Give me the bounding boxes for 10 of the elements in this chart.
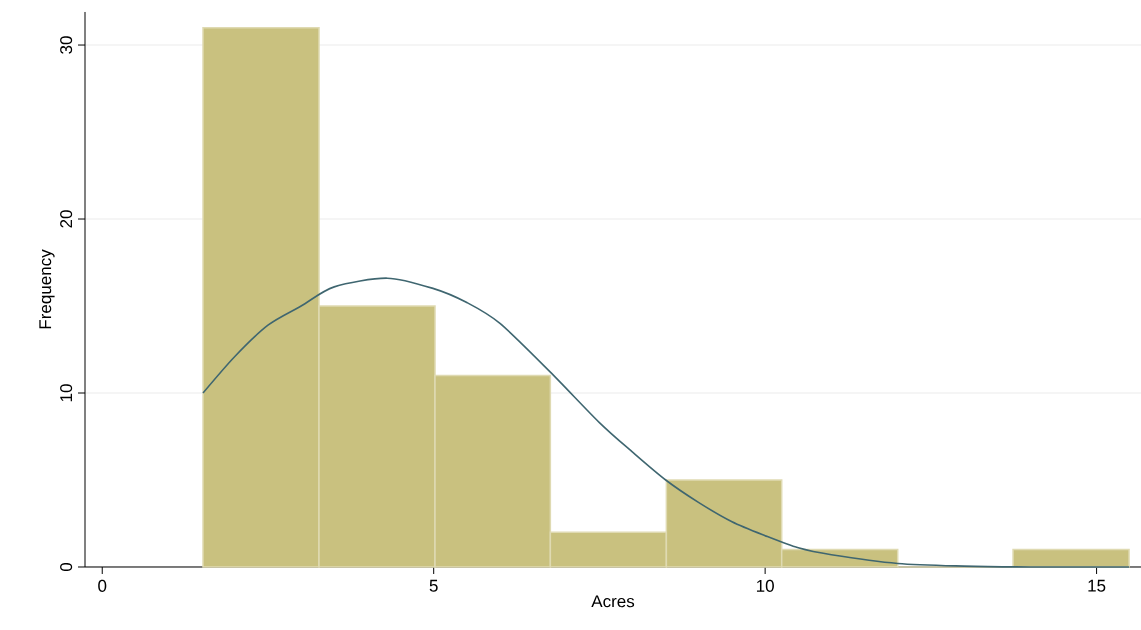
y-axis-title: Frequency bbox=[39, 249, 55, 329]
x-tick-label: 10 bbox=[756, 579, 774, 592]
x-tick-label: 0 bbox=[98, 579, 107, 592]
x-tick-label: 5 bbox=[429, 579, 438, 592]
y-tick-label: 0 bbox=[60, 562, 73, 572]
y-tick-label: 20 bbox=[60, 210, 73, 228]
y-tick-label: 30 bbox=[60, 36, 73, 54]
y-tick-label: 10 bbox=[60, 384, 73, 402]
x-axis-title: Acres bbox=[591, 595, 635, 608]
x-tick-label: 15 bbox=[1088, 579, 1106, 592]
